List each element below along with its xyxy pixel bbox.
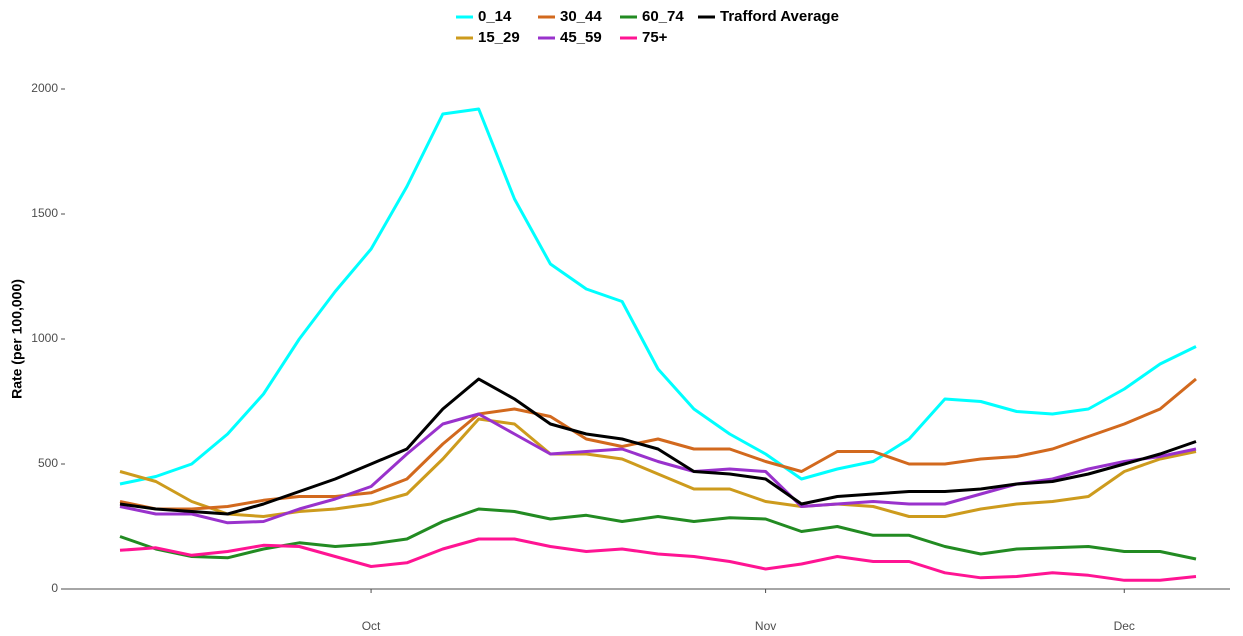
y-tick-label: 1500 xyxy=(31,206,58,220)
y-tick-label: 2000 xyxy=(31,81,58,95)
legend-label: 0_14 xyxy=(478,8,512,25)
series-line xyxy=(119,537,1197,582)
legend-label: 15_29 xyxy=(478,29,520,46)
legend-label: 45_59 xyxy=(560,29,602,46)
y-tick-label: 0 xyxy=(51,581,58,595)
series-line xyxy=(119,377,1197,516)
x-tick-label: Nov xyxy=(755,619,776,633)
x-tick-label: Oct xyxy=(362,619,381,633)
legend-label: 30_44 xyxy=(560,8,602,25)
series-line xyxy=(119,507,1197,561)
legend-label: 75+ xyxy=(642,29,668,46)
y-tick-label: 500 xyxy=(38,456,58,470)
legend-label: 60_74 xyxy=(642,8,684,25)
series-line xyxy=(119,412,1197,525)
legend-label: Trafford Average xyxy=(720,8,839,25)
series-line xyxy=(119,107,1197,486)
series-line xyxy=(119,377,1197,511)
y-axis-title: Rate (per 100,000) xyxy=(9,279,25,399)
y-tick-label: 1000 xyxy=(31,331,58,345)
series-line xyxy=(119,417,1197,518)
x-tick-label: Dec xyxy=(1114,619,1135,633)
